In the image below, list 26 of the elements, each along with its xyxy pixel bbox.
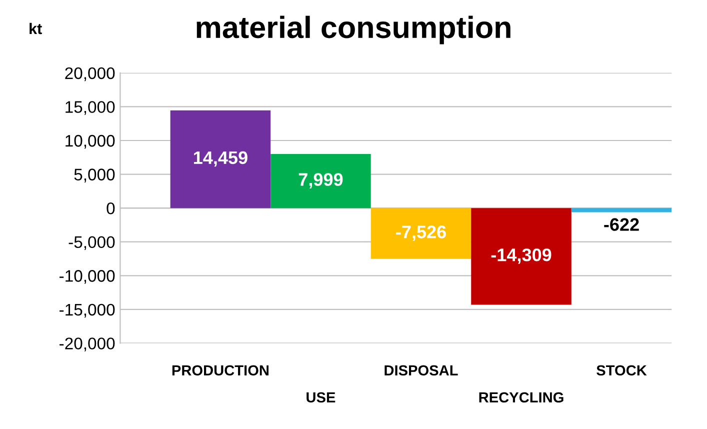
data-label: 7,999 <box>298 173 343 189</box>
x-tick-label: RECYCLING <box>479 392 564 403</box>
y-tick-label: 10,000 <box>66 134 115 149</box>
x-tick-label: DISPOSAL <box>384 365 458 376</box>
bar <box>571 208 672 212</box>
data-label: -7,526 <box>396 226 446 241</box>
bar <box>270 154 371 208</box>
x-tick-label: USE <box>306 392 336 403</box>
y-tick-label: -5,000 <box>68 236 115 250</box>
bar <box>471 208 572 305</box>
y-tick-label: 5,000 <box>74 168 115 182</box>
chart-title: material consumption <box>196 16 510 44</box>
y-tick-label: -10,000 <box>60 270 115 284</box>
x-tick-label: PRODUCTION <box>172 365 268 376</box>
y-tick-label: 15,000 <box>66 101 115 115</box>
data-label: -14,309 <box>491 248 552 264</box>
x-tick-label: STOCK <box>596 365 647 376</box>
data-label: 14,459 <box>194 151 248 167</box>
y-axis-title: kt <box>30 22 42 34</box>
bar <box>370 208 472 259</box>
data-label: -622 <box>604 218 639 231</box>
y-tick-label: -15,000 <box>60 304 115 318</box>
y-tick-label: 0 <box>106 202 115 214</box>
y-tick-label: -20,000 <box>60 338 115 352</box>
bar <box>170 110 271 208</box>
y-tick-label: 20,000 <box>65 67 115 82</box>
